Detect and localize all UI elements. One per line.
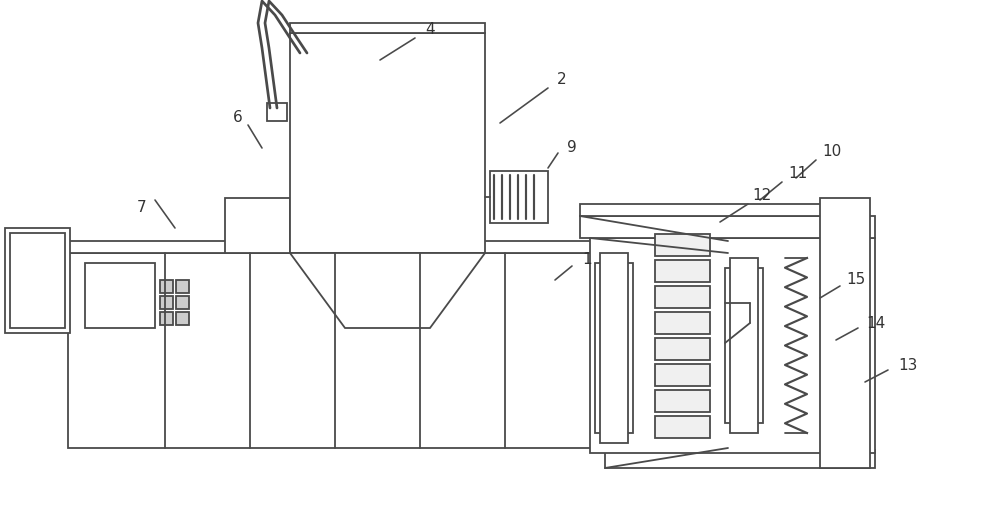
Bar bbox=[160, 280, 173, 293]
Bar bbox=[68, 253, 728, 448]
Bar bbox=[176, 312, 189, 325]
Text: 14: 14 bbox=[866, 315, 886, 331]
Text: 12: 12 bbox=[752, 188, 772, 204]
Bar bbox=[590, 238, 875, 453]
Bar bbox=[605, 450, 875, 468]
Bar bbox=[655, 312, 710, 334]
Text: 15: 15 bbox=[846, 272, 866, 288]
Bar bbox=[655, 260, 710, 282]
Text: 4: 4 bbox=[425, 22, 435, 38]
Bar bbox=[655, 416, 710, 438]
Bar bbox=[176, 296, 189, 309]
Bar bbox=[10, 233, 65, 328]
Bar bbox=[160, 296, 173, 309]
Bar bbox=[725, 268, 763, 423]
Bar bbox=[600, 253, 628, 443]
Polygon shape bbox=[290, 253, 485, 328]
Bar bbox=[820, 198, 870, 468]
Text: 10: 10 bbox=[822, 144, 842, 160]
Bar bbox=[290, 23, 485, 33]
Text: 6: 6 bbox=[233, 111, 243, 125]
Bar bbox=[267, 103, 287, 121]
Bar bbox=[85, 263, 155, 328]
Bar bbox=[655, 234, 710, 256]
Bar bbox=[655, 338, 710, 360]
Bar bbox=[490, 171, 548, 223]
Text: 2: 2 bbox=[557, 73, 567, 87]
Text: 9: 9 bbox=[567, 141, 577, 155]
Bar bbox=[730, 258, 758, 433]
Bar bbox=[225, 198, 290, 253]
Bar bbox=[655, 286, 710, 308]
Bar bbox=[160, 312, 173, 325]
Text: 7: 7 bbox=[137, 201, 147, 215]
Bar bbox=[580, 204, 860, 216]
Text: 1: 1 bbox=[582, 252, 592, 268]
Bar bbox=[580, 216, 875, 238]
Bar bbox=[655, 364, 710, 386]
Text: 13: 13 bbox=[898, 359, 918, 373]
Bar bbox=[5, 228, 70, 333]
Text: 11: 11 bbox=[788, 167, 808, 181]
Bar bbox=[290, 33, 485, 253]
Bar bbox=[68, 241, 728, 253]
Bar bbox=[176, 280, 189, 293]
Bar bbox=[655, 390, 710, 412]
Bar bbox=[595, 263, 633, 433]
